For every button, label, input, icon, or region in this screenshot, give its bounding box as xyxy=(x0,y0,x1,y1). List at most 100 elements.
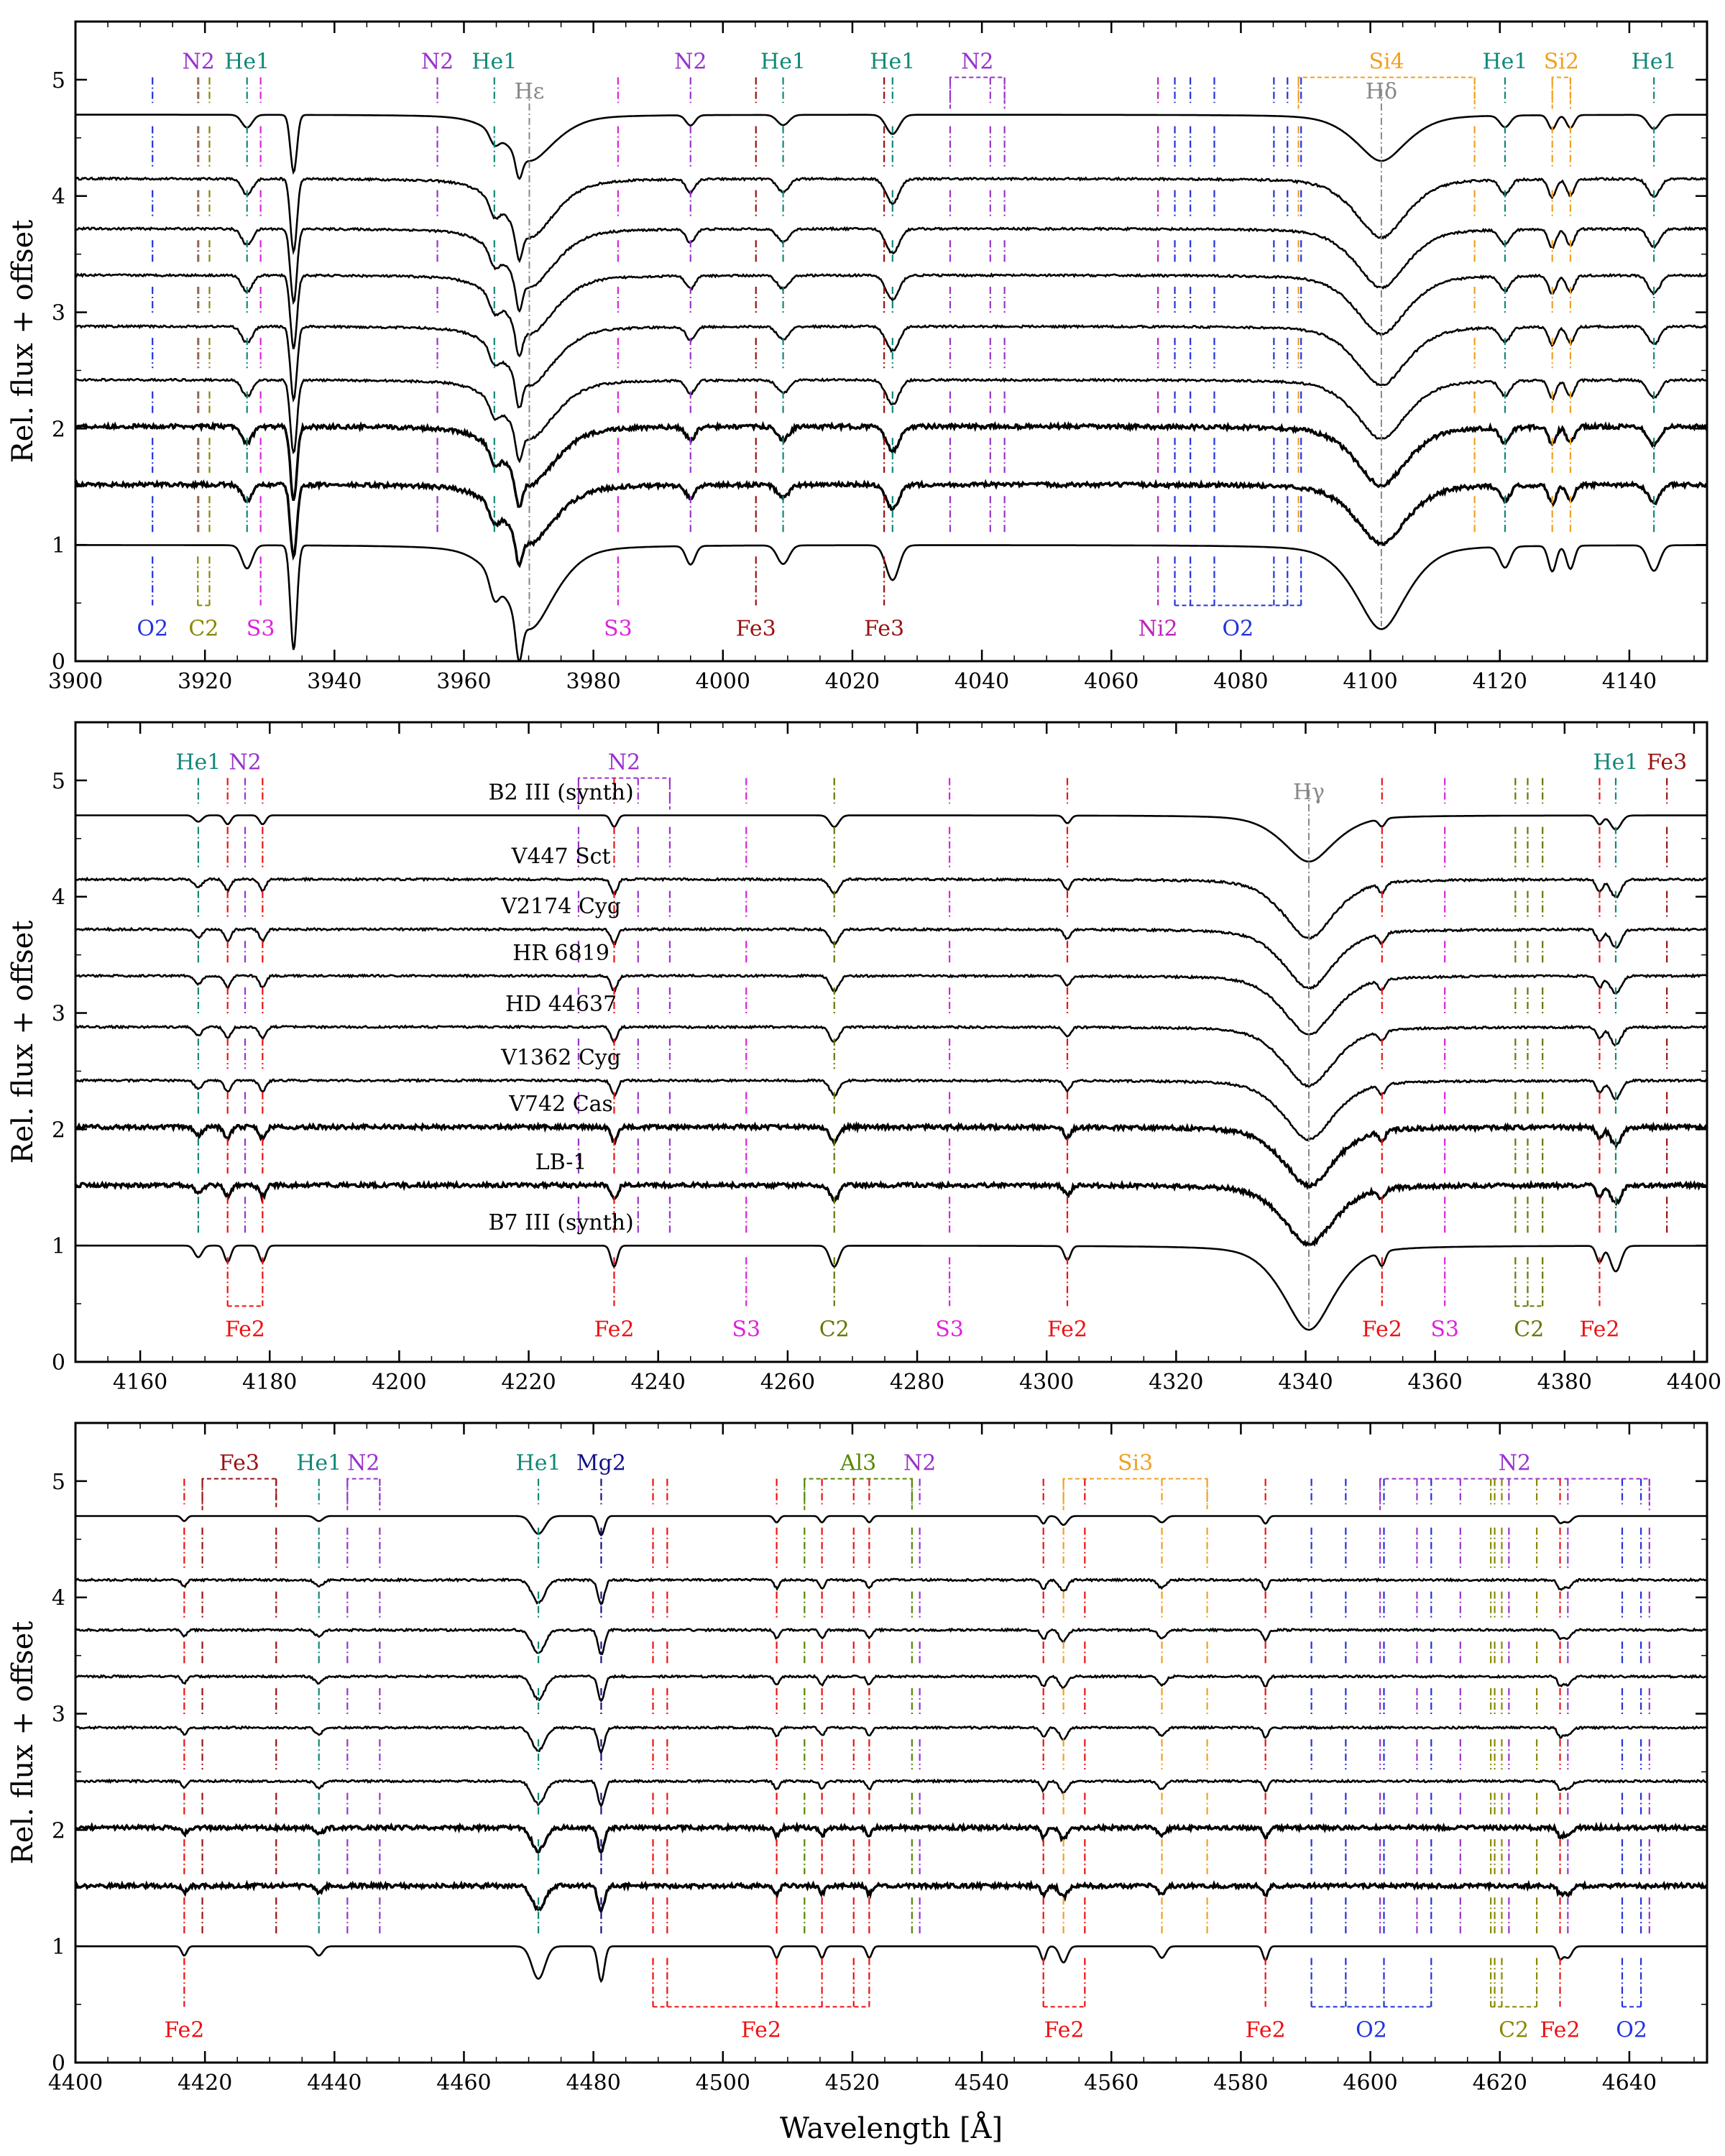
x-tick-label: 3900 xyxy=(48,669,103,694)
balmer-label: Hδ xyxy=(1366,79,1397,104)
line-label-top: N2 xyxy=(421,50,454,75)
x-axis-title: Wavelength [Å] xyxy=(780,2111,1003,2145)
x-tick-label: 4200 xyxy=(372,1370,426,1395)
y-tick-label: 0 xyxy=(52,1350,65,1376)
line-label-top: N2 xyxy=(1499,1451,1531,1476)
label-bracket xyxy=(949,76,1006,109)
y-tick-label: 5 xyxy=(52,1470,65,1495)
line-label-top: He1 xyxy=(760,50,806,75)
line-label-bottom: Fe2 xyxy=(1047,1317,1087,1342)
x-tick-label: 4460 xyxy=(436,2070,491,2096)
spectrum-line xyxy=(75,479,1707,568)
y-tick-label: 2 xyxy=(52,417,65,442)
line-label-bottom: S3 xyxy=(935,1317,964,1342)
x-tick-label: 4060 xyxy=(1084,669,1138,694)
line-label-top: N2 xyxy=(674,50,707,75)
line-label-top: He1 xyxy=(175,750,221,775)
panel-middle: B2 III (synth) V447 Sct V2174 Cyg HR 6819 HD… xyxy=(6,721,1721,1395)
line-label-bottom: Fe2 xyxy=(1246,2017,1286,2042)
x-tick-label: 4040 xyxy=(954,669,1009,694)
x-tick-label: 4120 xyxy=(1473,669,1527,694)
x-tick-label: 4400 xyxy=(48,2070,103,2096)
line-label-top: He1 xyxy=(516,1451,561,1476)
y-tick-label: 3 xyxy=(52,301,65,326)
y-tick-label: 4 xyxy=(52,1586,65,1611)
line-label-top: N2 xyxy=(608,750,640,775)
spectrum-line xyxy=(75,420,1707,508)
x-tick-label: 4420 xyxy=(178,2070,232,2096)
label-bracket xyxy=(1297,76,1476,109)
spectrum-line xyxy=(75,1821,1707,1854)
x-tick-label: 4340 xyxy=(1278,1370,1333,1395)
star-label: V1362 Cyg xyxy=(500,1045,621,1070)
x-tick-label: 4400 xyxy=(1667,1370,1721,1395)
x-tick-label: 4560 xyxy=(1084,2070,1138,2096)
y-tick-label: 3 xyxy=(52,1703,65,1728)
line-label-top: He1 xyxy=(1632,50,1677,75)
spectrum-line xyxy=(75,1244,1707,1331)
line-label-bottom: Fe2 xyxy=(1579,1317,1619,1342)
x-tick-label: 4260 xyxy=(760,1370,815,1395)
y-tick-label: 1 xyxy=(52,1935,65,1960)
y-tick-label: 0 xyxy=(52,650,65,675)
star-label: V447 Sct xyxy=(511,844,611,869)
x-tick-label: 4380 xyxy=(1537,1370,1592,1395)
axes-frame xyxy=(74,1422,1708,2064)
spectrum-line xyxy=(75,1179,1707,1248)
spectrum-line xyxy=(75,1778,1707,1808)
line-label-top: N2 xyxy=(903,1451,936,1476)
y-axis-title: Rel. flux + offset xyxy=(6,220,40,464)
plot-area xyxy=(75,1478,1707,2008)
spectrum-line xyxy=(75,814,1707,863)
y-tick-label: 3 xyxy=(52,1002,65,1027)
y-tick-label: 1 xyxy=(52,533,65,558)
label-bracket xyxy=(1551,76,1571,109)
line-label-bottom: S3 xyxy=(604,616,632,641)
line-label-bottom: C2 xyxy=(1499,2017,1529,2042)
line-label-top: Al3 xyxy=(840,1451,876,1476)
spectrum-line xyxy=(75,926,1707,990)
line-label-top: He1 xyxy=(870,50,915,75)
plot-area xyxy=(75,76,1707,661)
spectrum-line xyxy=(75,973,1707,1036)
spectrum-line xyxy=(75,876,1707,940)
line-label-top: Si2 xyxy=(1544,50,1579,75)
y-axis-title: Rel. flux + offset xyxy=(6,1621,40,1865)
label-bracket xyxy=(201,1478,277,1511)
plot-area xyxy=(75,777,1707,1331)
x-tick-label: 4500 xyxy=(696,2070,750,2096)
line-label-bottom: O2 xyxy=(137,616,168,641)
line-label-bottom: Fe2 xyxy=(164,2017,204,2042)
line-label-top: Fe3 xyxy=(1647,750,1687,775)
spectrum-line xyxy=(75,1673,1707,1703)
label-bracket xyxy=(346,1478,381,1511)
x-tick-label: 4600 xyxy=(1343,2070,1397,2096)
line-label-bottom: O2 xyxy=(1616,2017,1647,2042)
x-tick-label: 3940 xyxy=(307,669,362,694)
line-label-top: He1 xyxy=(1482,50,1527,75)
x-tick-label: 4180 xyxy=(242,1370,297,1395)
x-tick-label: 4580 xyxy=(1213,2070,1268,2096)
y-tick-label: 5 xyxy=(52,769,65,794)
axes-frame xyxy=(74,721,1708,1363)
balmer-label: Hγ xyxy=(1293,780,1325,805)
y-tick-label: 1 xyxy=(52,1234,65,1259)
y-tick-label: 0 xyxy=(52,2051,65,2076)
x-tick-label: 4520 xyxy=(825,2070,880,2096)
line-label-top: Fe3 xyxy=(219,1451,259,1476)
line-label-bottom: Fe2 xyxy=(741,2017,781,2042)
panel-top: N2 He1 N2 He1 N2 He1 He1 N2 Si4 He1 Si2 He1 O2 C2 S3 S3… xyxy=(6,20,1708,694)
star-label: B2 III (synth) xyxy=(488,780,633,805)
spectrum-line xyxy=(75,176,1707,264)
star-label: LB-1 xyxy=(535,1150,587,1175)
spectrum-line xyxy=(75,1120,1707,1190)
axes-frame xyxy=(74,20,1708,663)
line-label-bottom: Fe2 xyxy=(1362,1317,1402,1342)
x-tick-label: 4100 xyxy=(1343,669,1397,694)
x-tick-label: 4220 xyxy=(501,1370,556,1395)
x-tick-label: 4020 xyxy=(825,669,880,694)
x-tick-label: 4160 xyxy=(113,1370,167,1395)
line-label-bottom: S3 xyxy=(247,616,275,641)
line-label-top: N2 xyxy=(961,50,993,75)
